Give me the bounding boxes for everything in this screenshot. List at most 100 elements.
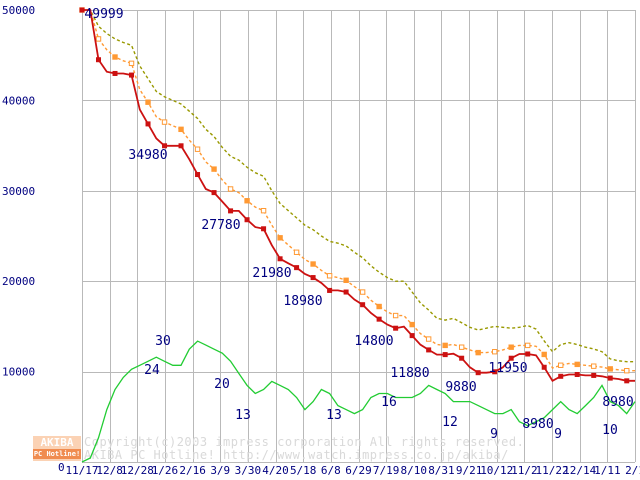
price-annotation: 49999 <box>84 7 123 22</box>
data-point-marker <box>475 370 481 376</box>
y-tick-label: 0 <box>58 461 65 474</box>
shop-count-annotation: 20 <box>214 377 230 392</box>
series-line <box>81 340 636 463</box>
y-tick-label: 50000 <box>2 4 35 17</box>
x-tick-label: 2/16 <box>179 464 206 477</box>
x-tick-label: 6/29 <box>345 464 372 477</box>
shop-count-annotation: 13 <box>235 408 251 423</box>
shop-count-annotation: 24 <box>144 363 160 378</box>
data-point-marker <box>376 316 382 322</box>
data-point-marker <box>211 190 217 196</box>
x-tick-label: 10/12 <box>480 464 513 477</box>
data-point-marker <box>327 287 333 293</box>
y-axis-tick-labels: 0 10000 20000 30000 40000 50000 <box>2 4 65 474</box>
data-point-marker <box>426 347 432 353</box>
data-point-marker <box>607 366 613 372</box>
x-tick-label: 12/28 <box>121 464 154 477</box>
data-point-marker <box>145 121 151 127</box>
x-tick-label: 8/10 <box>401 464 428 477</box>
data-point-marker <box>293 249 300 255</box>
data-point-marker <box>244 198 250 204</box>
data-point-marker <box>277 256 283 262</box>
grid-lines <box>82 10 636 463</box>
data-point-marker <box>261 226 267 232</box>
price-annotation: 27780 <box>201 218 240 233</box>
x-tick-label: 12/8 <box>96 464 123 477</box>
series-line <box>82 9 635 363</box>
data-point-marker <box>393 325 399 331</box>
x-tick-label: 3/9 <box>210 464 230 477</box>
x-tick-label: 2/1 <box>625 464 640 477</box>
data-point-marker <box>525 351 531 357</box>
data-point-marker <box>558 373 564 379</box>
y-tick-label: 40000 <box>2 94 35 107</box>
data-point-marker <box>145 99 151 105</box>
price-annotation: 11880 <box>390 366 429 381</box>
shop-count-annotation: 16 <box>381 395 397 410</box>
data-series-group <box>79 7 636 463</box>
data-point-marker <box>409 333 415 339</box>
data-point-marker <box>244 217 250 223</box>
x-tick-label: 7/19 <box>373 464 400 477</box>
data-point-marker <box>607 375 613 381</box>
x-tick-label: 1/11 <box>594 464 621 477</box>
shop-count-annotation: 9 <box>490 427 498 442</box>
shop-count-annotation: 12 <box>442 415 458 430</box>
price-annotation: 14800 <box>354 334 393 349</box>
data-point-marker <box>294 265 300 271</box>
data-point-marker <box>326 273 333 279</box>
x-tick-label: 11/2 <box>511 464 538 477</box>
price-annotation: 11950 <box>488 361 527 376</box>
data-point-marker <box>492 369 498 375</box>
data-point-marker <box>112 54 118 60</box>
data-point-marker <box>310 261 316 267</box>
shop-count-annotation: 9 <box>554 427 562 442</box>
x-tick-label: 11/22 <box>535 464 568 477</box>
data-point-marker <box>591 363 597 369</box>
data-point-marker <box>128 60 135 67</box>
data-point-marker <box>129 72 135 78</box>
watermark-line: AKIBA PC Hotline! http://www.watch.impre… <box>84 448 509 462</box>
series-maximum-price <box>82 9 635 363</box>
data-point-marker <box>96 57 102 63</box>
data-point-marker <box>624 378 630 384</box>
x-tick-label: 4/20 <box>262 464 289 477</box>
data-point-marker <box>541 364 547 370</box>
data-point-marker <box>277 235 283 241</box>
watermark-line: Copyright(c)2003 impress corporation All… <box>84 435 524 449</box>
x-tick-label: 9/21 <box>456 464 483 477</box>
data-point-marker <box>442 342 448 349</box>
data-point-marker <box>178 126 184 133</box>
data-point-marker <box>194 146 201 152</box>
data-point-marker <box>392 312 399 319</box>
shop-count-annotation: 10 <box>602 423 618 438</box>
data-point-marker <box>508 344 514 350</box>
data-point-marker <box>178 143 184 149</box>
data-point-marker <box>227 186 234 192</box>
data-point-marker <box>343 289 349 295</box>
watermark-text: Copyright(c)2003 impress corporation All… <box>84 435 524 462</box>
series-minimum-price <box>79 7 635 384</box>
data-point-marker <box>343 277 349 283</box>
shop-count-annotation: 30 <box>155 334 171 349</box>
series-average-price <box>79 7 635 374</box>
y-tick-label: 10000 <box>2 366 35 379</box>
data-point-marker <box>195 172 201 178</box>
x-tick-label: 11/17 <box>65 464 98 477</box>
x-tick-label: 3/30 <box>235 464 262 477</box>
data-point-marker <box>541 351 547 358</box>
data-point-marker <box>442 352 448 358</box>
shop-count-annotation: 13 <box>326 408 342 423</box>
data-point-marker <box>475 349 481 356</box>
akiba-pc-hotline-logo: AKIBA PC Hotline! <box>33 436 81 461</box>
data-point-marker <box>376 303 382 310</box>
data-point-marker <box>491 349 498 355</box>
data-point-marker <box>359 289 366 295</box>
data-point-marker <box>409 321 415 328</box>
data-point-marker <box>310 275 316 281</box>
price-annotation: 34980 <box>128 148 167 163</box>
price-annotation: 8980 <box>522 417 553 432</box>
